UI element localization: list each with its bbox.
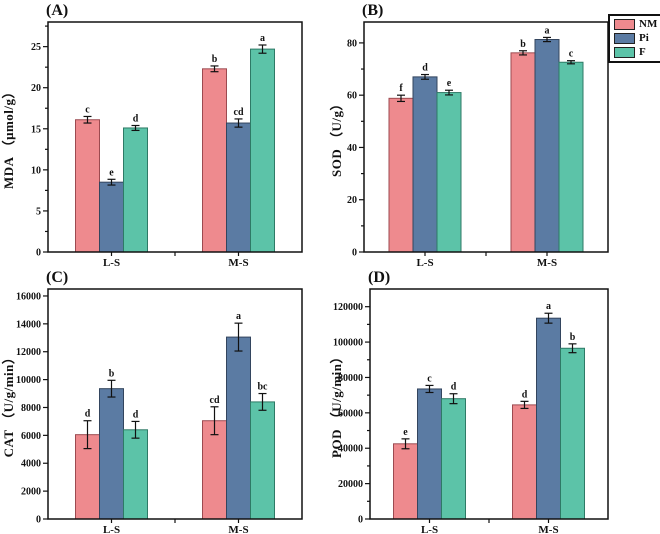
panel-c-chart: d b d L-S cd a bc M-S 0 2000 4000 6000 8000 10000 1200… — [1, 269, 303, 534]
svg-text:16000: 16000 — [16, 291, 41, 302]
svg-text:20: 20 — [347, 195, 357, 206]
svg-text:cd: cd — [234, 107, 244, 118]
svg-text:15: 15 — [31, 124, 41, 135]
svg-text:e: e — [403, 427, 408, 438]
svg-text:SOD （U/g）: SOD （U/g） — [329, 97, 344, 177]
svg-text:cd: cd — [210, 395, 220, 406]
svg-text:a: a — [260, 33, 265, 44]
panel-d-chart: e c d L-S d a b M-S 0 20000 40000 60000 80000 100000 1… — [329, 269, 609, 534]
svg-text:b: b — [520, 39, 526, 50]
svg-text:0: 0 — [36, 515, 41, 526]
svg-text:L-S: L-S — [421, 524, 438, 534]
svg-text:0: 0 — [36, 248, 41, 259]
svg-text:40: 40 — [347, 143, 357, 154]
legend-entry-f: F — [614, 47, 657, 58]
svg-text:e: e — [447, 78, 452, 89]
svg-text:c: c — [427, 373, 432, 384]
legend-swatch-pi — [614, 33, 635, 44]
svg-text:(B): (B) — [362, 2, 383, 19]
svg-text:b: b — [109, 368, 115, 379]
legend-label-nm: NM — [639, 18, 658, 30]
svg-text:12000: 12000 — [16, 347, 41, 358]
svg-text:L-S: L-S — [103, 257, 120, 269]
legend-swatch-nm — [614, 19, 635, 30]
svg-text:M-S: M-S — [228, 257, 248, 269]
svg-text:6000: 6000 — [21, 431, 41, 442]
panel-a-chart: c e d L-S b cd a M-S 0 5 10 15 20 25 MDA （μmol/g） (A) — [1, 2, 303, 269]
svg-text:80000: 80000 — [338, 373, 363, 384]
svg-text:b: b — [570, 332, 576, 343]
svg-text:c: c — [569, 49, 574, 60]
svg-text:2000: 2000 — [21, 487, 41, 498]
svg-text:(C): (C) — [46, 269, 68, 286]
panel-b-chart: f d e L-S b a c M-S 0 20 40 60 80 SOD （U/g） (B) — [329, 2, 609, 269]
legend-label-pi: Pi — [639, 32, 649, 44]
svg-text:d: d — [133, 409, 139, 420]
legend-entry-nm: NM — [614, 19, 657, 30]
svg-text:a: a — [545, 25, 550, 36]
svg-text:e: e — [109, 167, 114, 178]
svg-text:f: f — [399, 83, 403, 94]
svg-text:d: d — [422, 63, 428, 74]
svg-text:20000: 20000 — [338, 479, 363, 490]
svg-text:M-S: M-S — [537, 257, 557, 269]
svg-text:c: c — [85, 104, 90, 115]
svg-text:M-S: M-S — [538, 524, 558, 534]
svg-text:(D): (D) — [368, 269, 390, 286]
svg-text:60000: 60000 — [338, 408, 363, 419]
legend-swatch-f — [614, 47, 635, 58]
svg-text:a: a — [236, 311, 241, 322]
svg-text:60: 60 — [347, 91, 357, 102]
svg-text:10000: 10000 — [16, 375, 41, 386]
svg-text:d: d — [85, 409, 91, 420]
legend-label-f: F — [639, 46, 646, 58]
svg-text:L-S: L-S — [103, 524, 120, 534]
svg-text:M-S: M-S — [228, 524, 248, 534]
svg-text:20: 20 — [31, 83, 41, 94]
svg-text:80: 80 — [347, 38, 357, 49]
svg-text:a: a — [546, 301, 551, 312]
legend-entry-pi: Pi — [614, 33, 657, 44]
legend: NM Pi F — [608, 14, 660, 63]
svg-text:10: 10 — [31, 165, 41, 176]
svg-text:d: d — [522, 389, 528, 400]
svg-text:bc: bc — [258, 382, 269, 393]
svg-text:120000: 120000 — [333, 302, 363, 313]
svg-text:25: 25 — [31, 42, 41, 53]
svg-text:0: 0 — [352, 248, 357, 259]
svg-text:b: b — [212, 54, 218, 65]
svg-text:MDA （μmol/g）: MDA （μmol/g） — [1, 85, 16, 189]
svg-text:0: 0 — [358, 515, 363, 526]
svg-text:40000: 40000 — [338, 444, 363, 455]
svg-text:14000: 14000 — [16, 319, 41, 330]
svg-text:d: d — [451, 382, 457, 393]
svg-text:8000: 8000 — [21, 403, 41, 414]
svg-text:CAT （U/g/min）: CAT （U/g/min） — [1, 351, 16, 458]
svg-text:L-S: L-S — [416, 257, 433, 269]
svg-text:4000: 4000 — [21, 459, 41, 470]
svg-text:100000: 100000 — [333, 338, 363, 349]
svg-text:d: d — [133, 114, 139, 125]
svg-text:5: 5 — [36, 206, 41, 217]
svg-text:POD （U/g/min）: POD （U/g/min） — [329, 350, 344, 458]
svg-text:(A): (A) — [46, 2, 68, 19]
